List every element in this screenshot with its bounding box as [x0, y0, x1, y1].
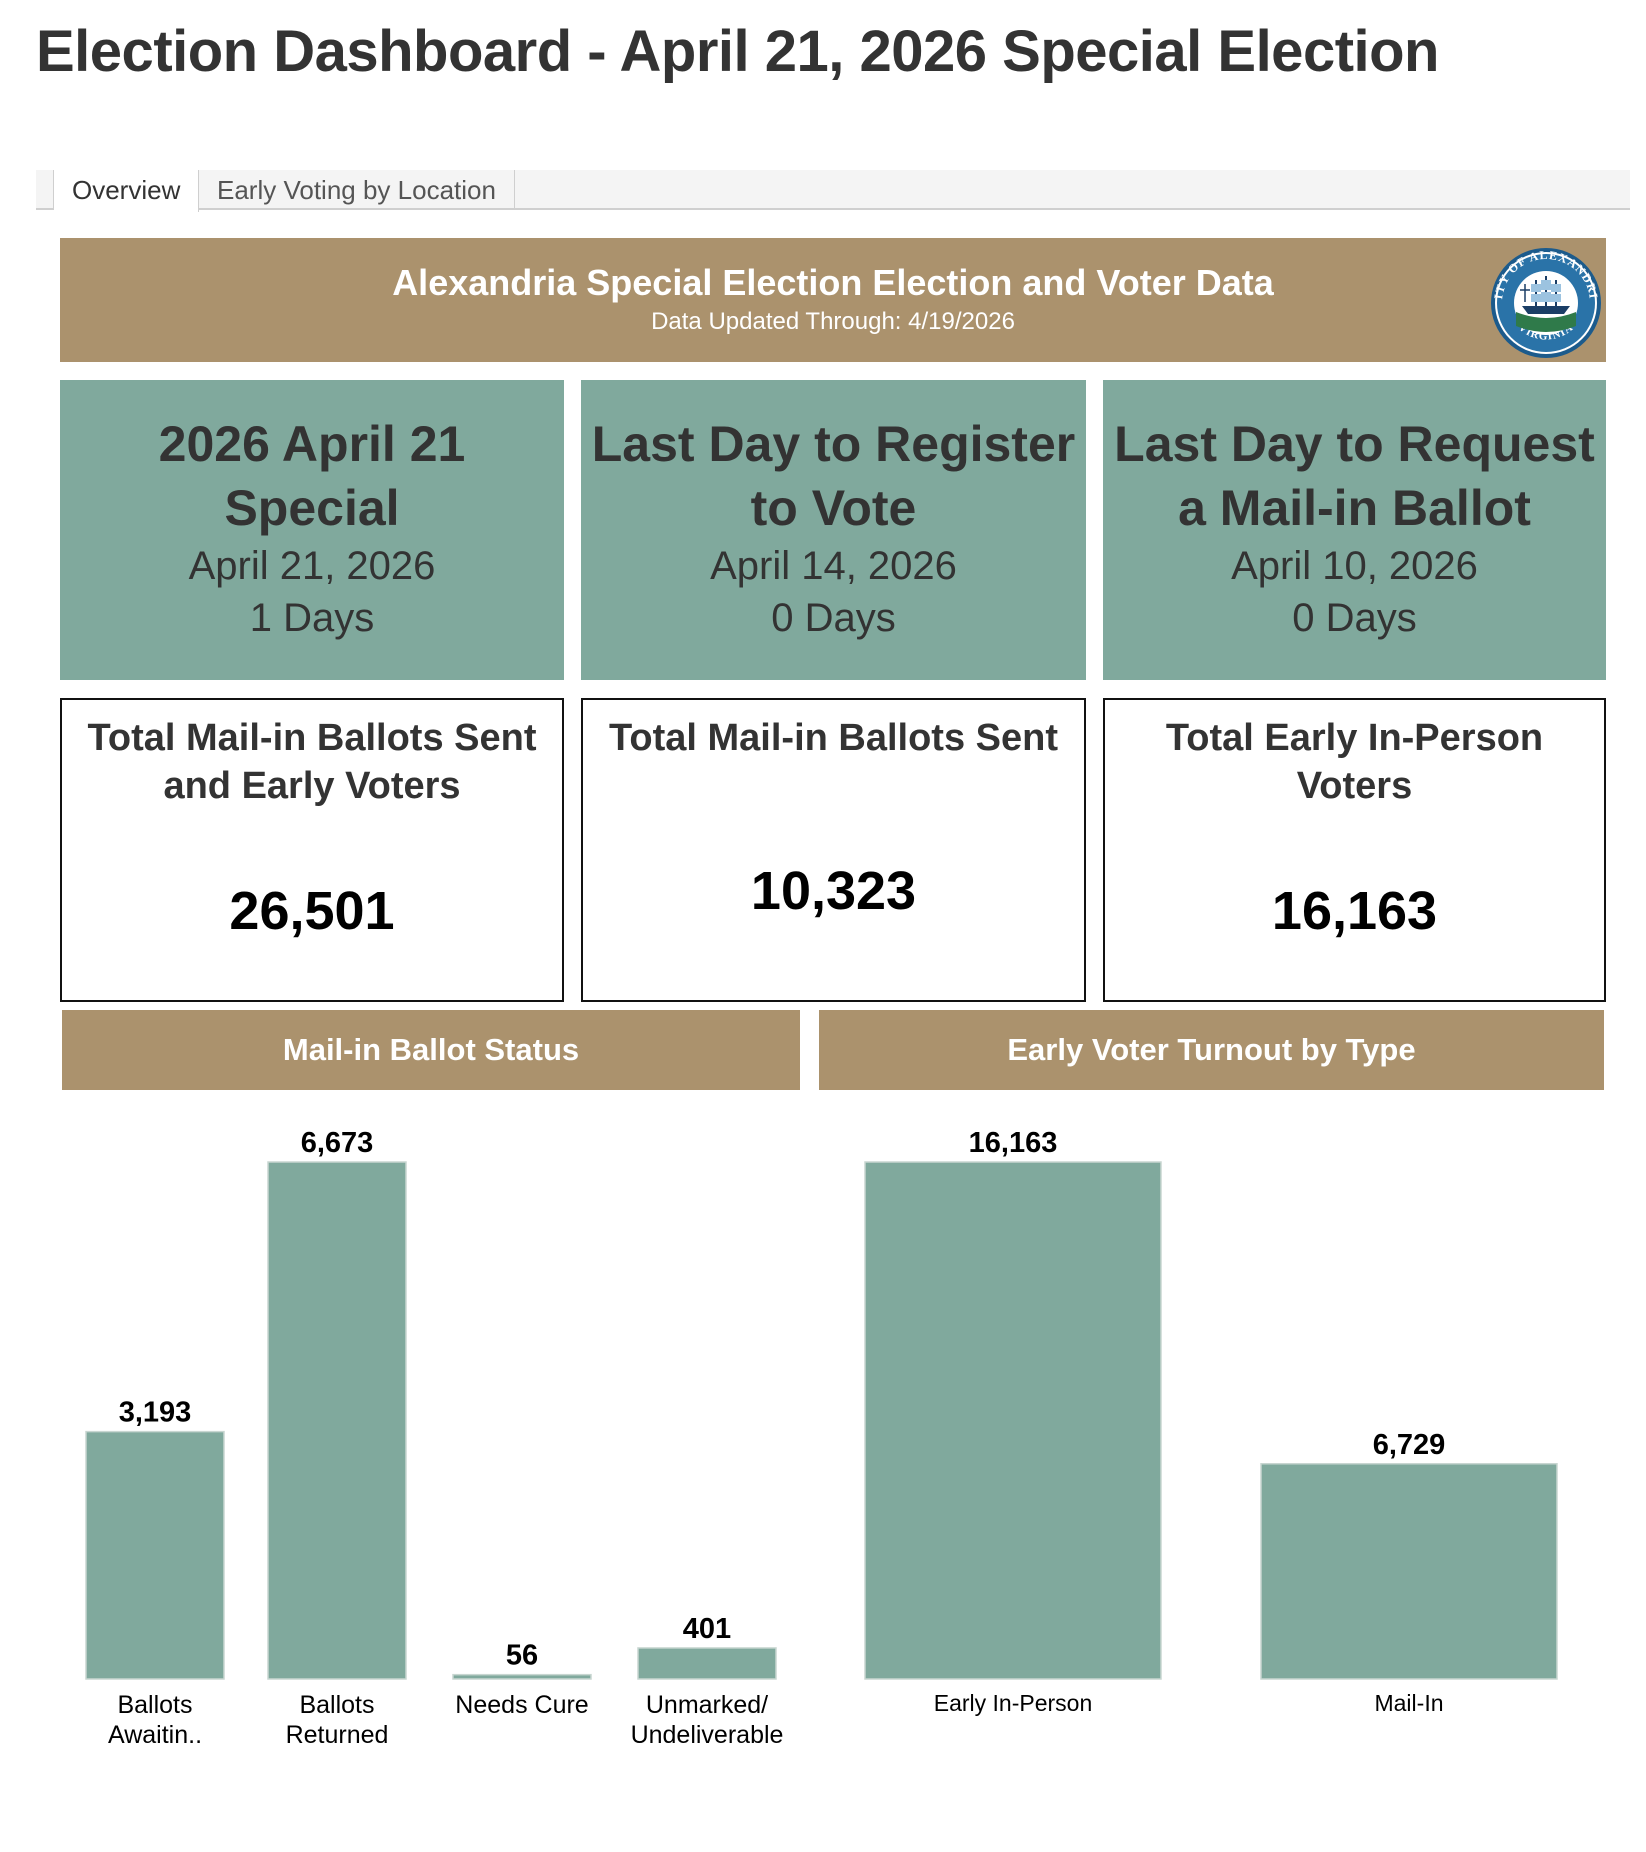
total-early-in-person-card: Total Early In-Person Voters 16,163 [1103, 698, 1606, 1002]
total-mail-ballots-sent-title: Total Mail-in Ballots Sent [609, 717, 1058, 759]
mail-status-value-label-2: 56 [506, 1640, 538, 1672]
mail-status-value-label-1: 6,673 [301, 1127, 374, 1159]
register-deadline-countdown: 0 Days [771, 596, 896, 640]
data-updated-text: Data Updated Through: 4/19/2026 [651, 308, 1015, 335]
turnout-bar-0[interactable] [864, 1161, 1162, 1680]
mail-ballot-status-header: Mail-in Ballot Status [62, 1010, 800, 1090]
total-mail-ballots-sent-card: Total Mail-in Ballots Sent 10,323 [581, 698, 1086, 1002]
turnout-value-label-0: 16,163 [969, 1127, 1058, 1159]
total-early-in-person-value: 16,163 [1271, 881, 1438, 941]
tab-bar: Overview Early Voting by Location [36, 170, 1630, 212]
election-day-title: 2026 April 21 Special [158, 416, 466, 536]
banner-title: Alexandria Special Election Election and… [392, 262, 1274, 303]
turnout-category-label-1: Mail-In [1374, 1690, 1443, 1716]
election-day-date: April 21, 2026 [188, 544, 436, 588]
register-deadline-title: Last Day to Register to Vote [591, 416, 1076, 536]
mail-status-bar-1[interactable] [267, 1161, 407, 1680]
total-ballots-and-voters-value: 26,501 [229, 881, 395, 941]
mail-status-bar-0[interactable] [85, 1430, 225, 1680]
turnout-category-label-0: Early In-Person [934, 1690, 1093, 1716]
mail-status-category-label-0: Ballots Awaitin.. [108, 1691, 202, 1749]
page-title: Election Dashboard - April 21, 2026 Spec… [36, 19, 1440, 84]
mail-request-deadline-card: Last Day to Request a Mail-in Ballot Apr… [1103, 380, 1606, 680]
total-ballots-and-voters-title: Total Mail-in Ballots Sent and Early Vot… [87, 717, 537, 807]
tab-bar-edge [36, 170, 54, 210]
header-banner: Alexandria Special Election Election and… [60, 238, 1606, 362]
mail-status-value-label-0: 3,193 [119, 1397, 192, 1429]
election-day-card: 2026 April 21 Special April 21, 2026 1 D… [60, 380, 564, 680]
total-mail-ballots-sent-value: 10,323 [750, 861, 917, 921]
mail-status-value-label-3: 401 [683, 1613, 731, 1645]
tab-overview[interactable]: Overview [54, 170, 200, 212]
mail-status-category-label-2: Needs Cure [455, 1691, 588, 1719]
turnout-value-label-1: 6,729 [1373, 1429, 1446, 1461]
turnout-bar-1[interactable] [1260, 1463, 1558, 1680]
early-voter-turnout-header: Early Voter Turnout by Type [819, 1010, 1604, 1090]
mail-request-deadline-date: April 10, 2026 [1231, 544, 1478, 588]
mail-status-category-label-3: Unmarked/Undeliverable [631, 1691, 784, 1749]
tab-early-voting-by-location[interactable]: Early Voting by Location [199, 170, 515, 210]
mail-status-bar-2[interactable] [452, 1673, 592, 1680]
register-deadline-date: April 14, 2026 [710, 544, 957, 588]
total-ballots-and-voters-card: Total Mail-in Ballots Sent and Early Vot… [60, 698, 564, 1002]
mail-status-category-label-1: Ballots Returned [286, 1691, 389, 1749]
city-seal-logo: CITY OF ALEXANDRIA VIRGINIA [1486, 246, 1601, 358]
election-day-countdown: 1 Days [249, 596, 375, 640]
mail-request-deadline-countdown: 0 Days [1292, 596, 1417, 640]
register-deadline-card: Last Day to Register to Vote April 14, 2… [581, 380, 1086, 680]
total-early-in-person-title: Total Early In-Person Voters [1165, 717, 1544, 807]
mail-status-bar-3[interactable] [637, 1647, 777, 1680]
mail-request-deadline-title: Last Day to Request a Mail-in Ballot [1114, 416, 1595, 536]
